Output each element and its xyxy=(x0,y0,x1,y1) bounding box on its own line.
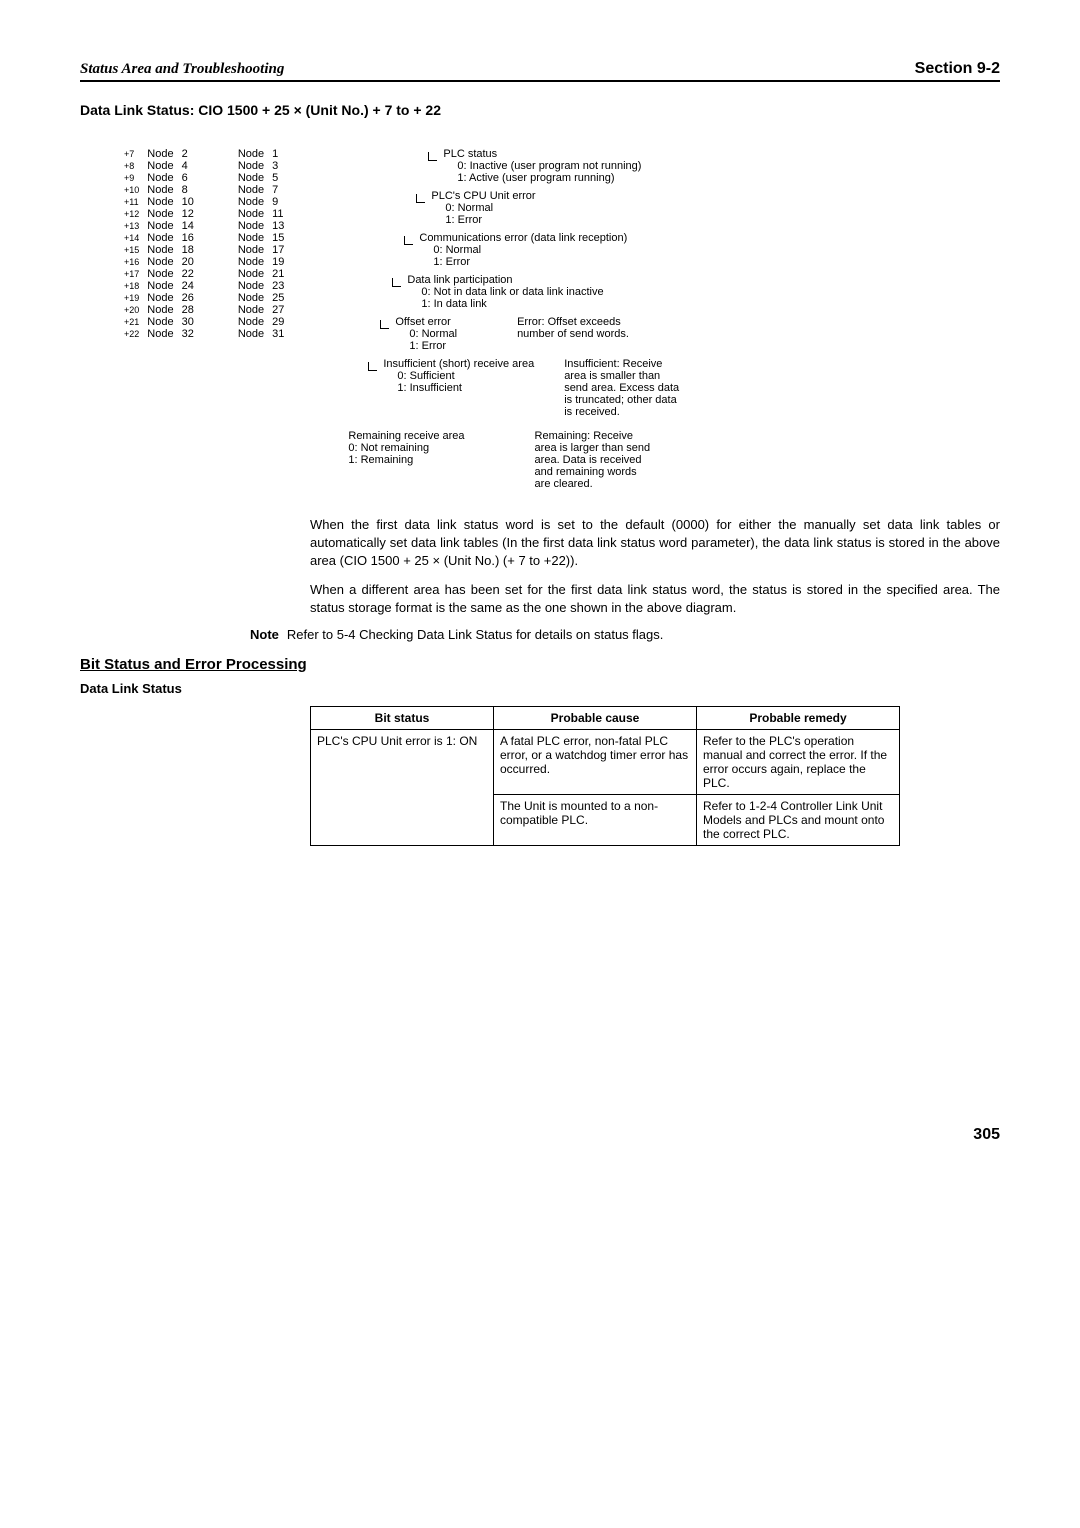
table-row: +21Node30Node29 xyxy=(120,316,288,328)
table-row: +10Node8Node7 xyxy=(120,184,288,196)
remain-desc1: Remaining: Receive xyxy=(535,430,651,442)
remain-desc2: area is larger than send xyxy=(535,442,651,454)
remain-title: Remaining receive area xyxy=(348,430,464,442)
cpu-err-0: 0: Normal xyxy=(445,202,535,214)
th-bit-status: Bit status xyxy=(311,706,494,729)
td-remedy-2: Refer to 1-2-4 Controller Link Unit Mode… xyxy=(697,794,900,845)
bits-diagram: PLC status 0: Inactive (user program not… xyxy=(348,148,1000,496)
node-table: +7Node2Node1+8Node4Node3+9Node6Node5+10N… xyxy=(120,148,288,340)
dl-part-1: 1: In data link xyxy=(421,298,603,310)
remain-0: 0: Not remaining xyxy=(348,442,464,454)
table-row: +9Node6Node5 xyxy=(120,172,288,184)
plc-status-1: 1: Active (user program running) xyxy=(457,172,641,184)
comm-err-0: 0: Normal xyxy=(433,244,627,256)
header-section: Section 9-2 xyxy=(915,60,1000,78)
section-title: Data Link Status: CIO 1500 + 25 × (Unit … xyxy=(80,102,1000,118)
table-row: +19Node26Node25 xyxy=(120,292,288,304)
td-bit-status: PLC's CPU Unit error is 1: ON xyxy=(311,729,494,845)
remain-1: 1: Remaining xyxy=(348,454,464,466)
dl-part-0: 0: Not in data link or data link inactiv… xyxy=(421,286,603,298)
table-row: +17Node22Node21 xyxy=(120,268,288,280)
body-paragraph-1: When the first data link status word is … xyxy=(310,516,1000,571)
cpu-err-title: PLC's CPU Unit error xyxy=(431,190,535,202)
insuf-0: 0: Sufficient xyxy=(397,370,534,382)
table-row: +15Node18Node17 xyxy=(120,244,288,256)
comm-err-title: Communications error (data link receptio… xyxy=(419,232,627,244)
offset-err-0: 0: Normal xyxy=(409,328,457,340)
table-row: +11Node10Node9 xyxy=(120,196,288,208)
note: Note Refer to 5-4 Checking Data Link Sta… xyxy=(250,627,1000,642)
cpu-err-1: 1: Error xyxy=(445,214,535,226)
note-text: Refer to 5-4 Checking Data Link Status f… xyxy=(287,627,663,642)
insuf-desc1: Insufficient: Receive xyxy=(564,358,679,370)
offset-err-desc1: Error: Offset exceeds xyxy=(517,316,629,328)
data-link-status-title: Data Link Status xyxy=(80,681,1000,696)
table-row: +12Node12Node11 xyxy=(120,208,288,220)
table-row: +16Node20Node19 xyxy=(120,256,288,268)
td-cause-2: The Unit is mounted to a non-compatible … xyxy=(494,794,697,845)
comm-err-1: 1: Error xyxy=(433,256,627,268)
table-row: +22Node32Node31 xyxy=(120,328,288,340)
remain-desc5: are cleared. xyxy=(535,478,651,490)
insuf-desc3: send area. Excess data xyxy=(564,382,679,394)
insuf-desc2: area is smaller than xyxy=(564,370,679,382)
note-label: Note xyxy=(250,627,279,642)
table-row: +13Node14Node13 xyxy=(120,220,288,232)
status-table: Bit status Probable cause Probable remed… xyxy=(310,706,900,846)
insuf-title: Insufficient (short) receive area xyxy=(383,358,534,370)
body-paragraph-2: When a different area has been set for t… xyxy=(310,581,1000,617)
offset-err-desc2: number of send words. xyxy=(517,328,629,340)
plc-status-0: 0: Inactive (user program not running) xyxy=(457,160,641,172)
page-header: Status Area and Troubleshooting Section … xyxy=(80,60,1000,82)
table-row: +20Node28Node27 xyxy=(120,304,288,316)
insuf-desc4: is truncated; other data xyxy=(564,394,679,406)
dl-part-title: Data link participation xyxy=(407,274,603,286)
table-row: +14Node16Node15 xyxy=(120,232,288,244)
page-number: 305 xyxy=(80,1126,1000,1144)
table-row: +7Node2Node1 xyxy=(120,148,288,160)
offset-err-title: Offset error xyxy=(395,316,457,328)
td-cause-1: A fatal PLC error, non-fatal PLC error, … xyxy=(494,729,697,794)
offset-err-1: 1: Error xyxy=(409,340,457,352)
remain-desc4: and remaining words xyxy=(535,466,651,478)
remain-desc3: area. Data is received xyxy=(535,454,651,466)
td-remedy-1: Refer to the PLC's operation manual and … xyxy=(697,729,900,794)
insuf-desc5: is received. xyxy=(564,406,679,418)
th-probable-cause: Probable cause xyxy=(494,706,697,729)
subsection-title: Bit Status and Error Processing xyxy=(80,656,1000,673)
header-title: Status Area and Troubleshooting xyxy=(80,61,284,78)
insuf-1: 1: Insufficient xyxy=(397,382,534,394)
th-probable-remedy: Probable remedy xyxy=(697,706,900,729)
plc-status-title: PLC status xyxy=(443,148,641,160)
table-row: +8Node4Node3 xyxy=(120,160,288,172)
diagram: +7Node2Node1+8Node4Node3+9Node6Node5+10N… xyxy=(80,148,1000,496)
table-row: +18Node24Node23 xyxy=(120,280,288,292)
